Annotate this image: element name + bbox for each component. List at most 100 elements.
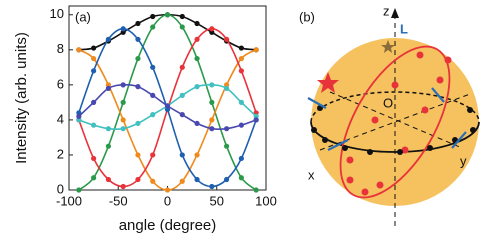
data-point	[238, 55, 244, 62]
data-point	[238, 45, 244, 51]
y-label: y	[460, 153, 467, 168]
data-point	[91, 155, 97, 162]
data-point	[194, 20, 200, 27]
z-arrow	[391, 8, 399, 18]
data-point	[194, 36, 200, 42]
data-point	[91, 122, 97, 128]
x-tick-label: 100	[255, 193, 277, 208]
panel-a: -100 -50 0 50 100 0 2 4 6 8 10 angle (degree) Intens…	[13, 5, 277, 234]
panel-label: (a)	[75, 9, 91, 24]
y-tick-label: 8	[57, 41, 64, 56]
data-point	[224, 176, 230, 183]
red-points	[346, 51, 452, 196]
data-point	[224, 36, 230, 42]
data-point	[135, 20, 141, 27]
data-point	[194, 120, 200, 127]
y-tick-label: 4	[57, 111, 64, 126]
data-point	[135, 36, 141, 42]
data-point	[91, 55, 97, 62]
y-tick-label: 2	[57, 146, 64, 161]
data-point	[120, 26, 126, 32]
data-point	[105, 176, 111, 183]
data-point	[238, 68, 244, 74]
data-point	[120, 117, 126, 123]
data-point	[76, 113, 82, 119]
data-point	[150, 178, 156, 184]
data-point	[120, 99, 126, 105]
data-point	[120, 183, 126, 190]
origin-label: O	[383, 95, 393, 110]
y-tick-label: 10	[50, 6, 64, 21]
red-circle	[339, 45, 451, 199]
data-point	[105, 126, 111, 132]
series-line	[78, 13, 257, 191]
data-point	[150, 152, 156, 158]
data-point	[194, 176, 200, 183]
data-point	[135, 84, 141, 90]
data-point	[120, 82, 126, 88]
data-point	[150, 13, 156, 20]
y-axis-line	[329, 91, 463, 149]
data-point	[209, 99, 215, 105]
series-line	[78, 49, 257, 191]
data-point	[120, 126, 126, 132]
data-point	[76, 47, 82, 53]
data-point	[179, 13, 185, 20]
data-point	[209, 26, 215, 32]
data-point	[238, 99, 244, 105]
data-point	[150, 24, 156, 30]
point-label: L	[400, 21, 408, 36]
data-point	[91, 99, 97, 105]
blue-arrows	[307, 87, 467, 151]
data-point	[224, 85, 230, 91]
x-label: x	[308, 167, 315, 182]
panel-b: (b) z L O x y	[299, 3, 480, 230]
data-point	[238, 175, 244, 181]
data-point	[209, 117, 215, 123]
data-point	[253, 47, 259, 53]
data-point	[209, 183, 215, 190]
star-top	[381, 40, 395, 53]
data-point	[150, 64, 156, 70]
data-point	[150, 92, 156, 98]
data-point	[209, 126, 215, 132]
data-point	[253, 187, 259, 193]
x-axis-label: angle (degree)	[119, 217, 217, 234]
data-point	[194, 55, 200, 62]
data-point	[179, 178, 185, 184]
y-tick-label: 6	[57, 76, 64, 91]
data-point	[224, 126, 230, 132]
data-point	[150, 112, 156, 118]
data-point	[179, 64, 185, 70]
data-point	[253, 117, 259, 123]
data-point	[105, 85, 111, 91]
equator-front	[310, 121, 480, 153]
data-point	[179, 92, 185, 98]
data-point	[164, 103, 171, 109]
data-point	[76, 187, 82, 193]
star	[317, 72, 339, 93]
data-point	[91, 45, 97, 51]
data-point	[209, 82, 215, 88]
data-point	[224, 143, 230, 149]
y-tick-label: 0	[57, 181, 64, 196]
x-tick-label: -100	[56, 193, 82, 208]
data-point	[135, 176, 141, 183]
data-point	[194, 84, 200, 90]
data-point	[179, 152, 185, 158]
data-point	[135, 55, 141, 62]
x-tick-label: 0	[164, 193, 171, 208]
panel-label: (b)	[299, 9, 315, 24]
data-point	[238, 122, 244, 128]
data-point	[179, 24, 185, 30]
data-point	[179, 112, 185, 118]
z-label: z	[383, 3, 390, 18]
data-point	[135, 152, 141, 158]
data-point	[194, 152, 200, 158]
data-point	[135, 120, 141, 127]
x-tick-label: 50	[210, 193, 224, 208]
y-axis-label: Intensity (arb. units)	[13, 32, 30, 164]
data-point	[105, 143, 111, 149]
x-tick-label: -50	[109, 193, 128, 208]
